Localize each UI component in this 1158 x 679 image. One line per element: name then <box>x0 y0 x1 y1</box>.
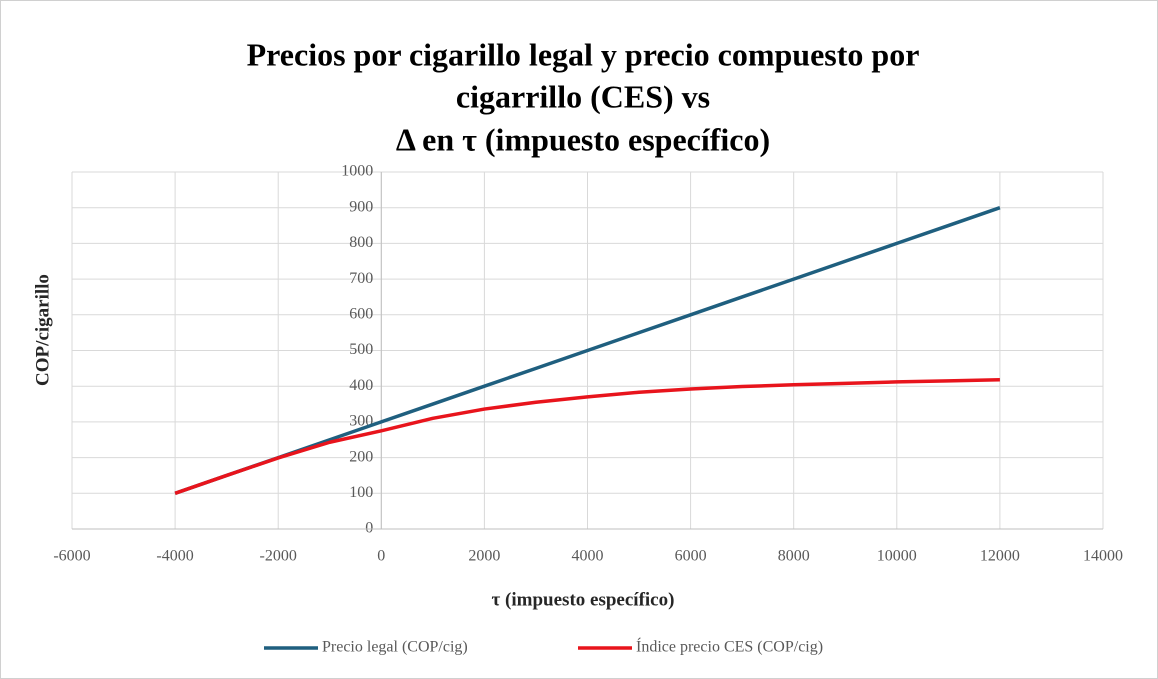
y-tick-label: 600 <box>349 305 373 322</box>
x-tick-label: -4000 <box>156 548 193 565</box>
x-tick-label: 12000 <box>980 548 1020 565</box>
y-tick-label: 1000 <box>341 163 373 180</box>
y-tick-label: 500 <box>349 341 373 358</box>
y-tick-label: 800 <box>349 234 373 251</box>
x-tick-label: 14000 <box>1083 548 1123 565</box>
x-tick-label: 8000 <box>778 548 810 565</box>
y-tick-label: 900 <box>349 198 373 215</box>
y-tick-label: 0 <box>365 520 373 537</box>
x-tick-label: -6000 <box>53 548 90 565</box>
y-axis-title: COP/cigarillo <box>32 274 53 386</box>
y-tick-label: 700 <box>349 270 373 287</box>
y-tick-label: 400 <box>349 377 373 394</box>
x-tick-label: 2000 <box>468 548 500 565</box>
y-tick-label: 100 <box>349 484 373 501</box>
x-tick-label: -2000 <box>260 548 297 565</box>
y-tick-label: 200 <box>349 448 373 465</box>
chart-title: Precios por cigarillo legal y precio com… <box>247 36 920 72</box>
legend-label: Precio legal (COP/cig) <box>322 639 468 656</box>
x-tick-label: 0 <box>377 548 385 565</box>
x-axis-title: τ (impuesto específico) <box>492 589 675 610</box>
x-tick-label: 6000 <box>675 548 707 565</box>
chart-title: cigarrillo (CES) vs <box>456 78 710 114</box>
x-tick-label: 10000 <box>877 548 917 565</box>
legend-label: Índice precio CES (COP/cig) <box>636 637 823 656</box>
chart-title: Δ en τ (impuesto específico) <box>396 121 770 157</box>
x-tick-label: 4000 <box>572 548 604 565</box>
series-line <box>174 378 1000 495</box>
